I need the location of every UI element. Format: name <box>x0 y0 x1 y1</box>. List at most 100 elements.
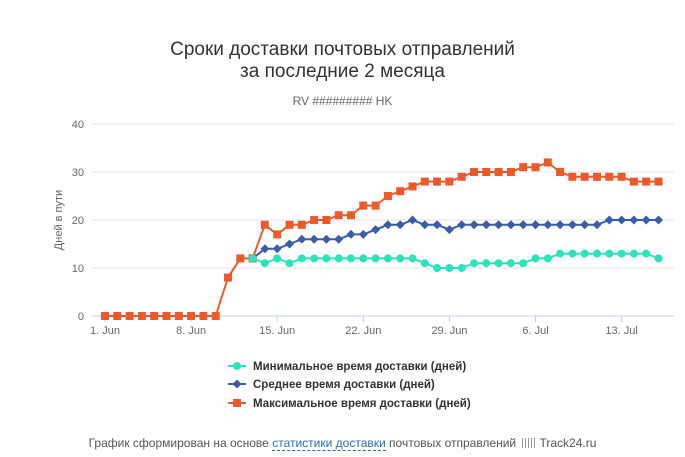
data-point-square <box>224 273 232 282</box>
data-point-diamond <box>297 234 307 244</box>
x-tick-label: 29. Jun <box>431 325 467 337</box>
data-point-square <box>137 312 146 320</box>
data-point-diamond <box>592 220 602 230</box>
y-tick-label: 30 <box>72 167 84 179</box>
data-point-diamond <box>629 215 639 225</box>
data-point-square <box>187 312 196 320</box>
data-point-circle <box>568 249 577 258</box>
data-point-diamond <box>469 220 479 230</box>
data-point-circle <box>285 259 294 268</box>
legend-marker-diamond <box>232 379 242 389</box>
data-point-diamond <box>543 220 553 230</box>
data-point-square <box>174 312 183 320</box>
data-point-circle <box>629 249 638 258</box>
data-point-diamond <box>641 215 651 225</box>
y-tick-label: 20 <box>72 215 84 227</box>
series-line-square <box>105 161 659 317</box>
data-point-square <box>150 312 159 320</box>
data-point-diamond <box>555 220 565 230</box>
barcode-icon <box>522 438 537 448</box>
data-point-diamond <box>395 220 405 230</box>
data-point-square <box>285 220 294 229</box>
data-point-square <box>408 182 417 191</box>
data-point-square <box>433 177 442 186</box>
data-point-circle <box>593 249 601 258</box>
x-tick-label: 13. Jul <box>605 325 637 337</box>
data-point-circle <box>408 254 417 263</box>
data-point-circle <box>494 259 503 268</box>
data-point-square <box>322 216 331 224</box>
data-point-circle <box>383 254 392 263</box>
data-point-square <box>236 254 245 263</box>
data-point-square <box>654 177 663 186</box>
data-point-circle <box>445 264 454 272</box>
data-point-square <box>580 172 589 181</box>
data-point-square <box>568 172 577 181</box>
data-point-diamond <box>272 244 282 254</box>
data-point-circle <box>371 254 380 263</box>
data-point-diamond <box>580 220 590 230</box>
data-point-diamond <box>408 215 417 225</box>
data-point-diamond <box>506 220 516 230</box>
data-point-diamond <box>432 220 442 230</box>
data-point-square <box>199 312 208 320</box>
data-point-square <box>617 172 626 181</box>
data-point-square <box>506 168 515 176</box>
data-point-diamond <box>383 220 393 230</box>
data-point-diamond <box>444 225 454 235</box>
data-point-square <box>383 192 392 200</box>
data-point-circle <box>457 264 466 272</box>
x-tick-label: 15. Jun <box>259 325 295 337</box>
data-point-circle <box>519 259 528 268</box>
data-point-circle <box>347 254 355 263</box>
data-point-diamond <box>358 229 368 239</box>
data-point-square <box>297 220 306 229</box>
x-tick-label: 8. Jun <box>176 325 206 337</box>
chart-title-line-2: за последние 2 месяца <box>240 61 445 82</box>
y-tick-label: 10 <box>72 263 84 275</box>
data-point-square <box>482 168 491 176</box>
data-point-circle <box>580 249 589 258</box>
data-point-circle <box>543 254 552 263</box>
data-point-diamond <box>321 234 331 244</box>
data-point-square <box>470 168 478 176</box>
series-line-diamond <box>251 219 659 260</box>
data-point-circle <box>359 254 368 263</box>
data-point-square <box>359 201 368 210</box>
legend-marker-square <box>233 399 241 407</box>
data-point-square <box>273 230 282 239</box>
data-point-diamond <box>260 244 270 254</box>
footer-brand: Track24.ru <box>539 436 597 450</box>
data-point-diamond <box>481 220 491 230</box>
data-point-square <box>531 163 540 172</box>
footer-prefix: График сформирован на основе <box>88 436 269 450</box>
data-point-circle <box>260 259 269 268</box>
data-point-square <box>457 172 466 181</box>
chart-subtitle: RV ######### HK <box>292 94 393 108</box>
x-tick-label: 1. Jun <box>90 325 120 337</box>
data-point-circle <box>433 264 442 272</box>
data-point-circle <box>605 249 614 258</box>
y-axis-title: Дней в пути <box>53 190 65 250</box>
data-point-circle <box>322 254 331 263</box>
data-point-square <box>420 177 429 186</box>
data-point-diamond <box>604 215 614 225</box>
data-point-circle <box>396 254 405 263</box>
data-point-square <box>113 312 122 320</box>
data-point-circle <box>531 254 540 263</box>
data-point-square <box>371 201 380 210</box>
delivery-stats-link[interactable]: статистики доставки <box>272 436 386 451</box>
x-tick-label: 6. Jul <box>522 325 548 337</box>
data-point-square <box>162 312 171 320</box>
legend-item-label: Среднее время доставки (дней) <box>253 379 435 391</box>
data-point-square <box>445 177 454 186</box>
data-point-square <box>519 163 528 172</box>
y-tick-label: 40 <box>72 119 84 131</box>
data-point-circle <box>482 259 491 268</box>
data-point-square <box>605 172 614 181</box>
data-point-circle <box>470 259 478 268</box>
data-point-square <box>347 211 355 220</box>
legend-item-label: Минимальное время доставки (дней) <box>253 361 466 373</box>
data-point-circle <box>420 259 429 268</box>
